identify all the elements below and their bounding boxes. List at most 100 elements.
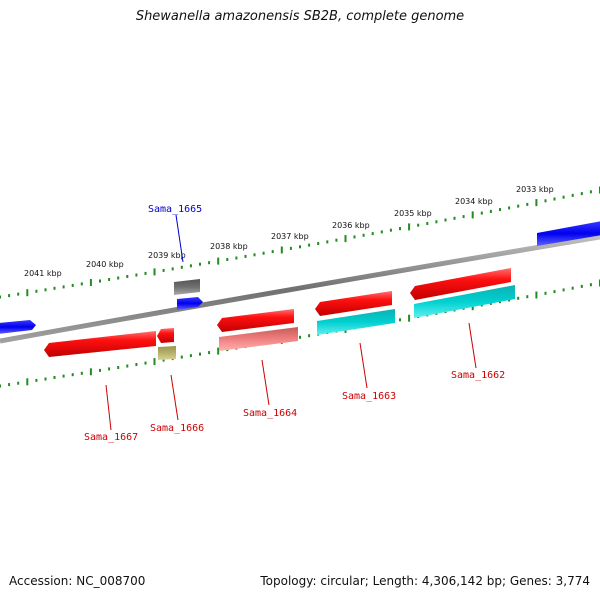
inner-scale-minor-tick: [299, 335, 301, 339]
outer-scale-major-tick: [26, 289, 29, 297]
scale-label: 2033 kbp: [516, 185, 554, 194]
gene-label-sama-1663[interactable]: Sama_1663: [342, 391, 396, 402]
gene-label-lines: [105, 214, 477, 431]
accession-label: Accession: NC_008700: [9, 574, 146, 588]
inner-scale-minor-tick: [189, 354, 192, 358]
outer-scale-minor-tick: [299, 245, 301, 249]
inner-scale-minor-tick: [308, 334, 311, 338]
cds-arrow-sama-1664[interactable]: [217, 309, 294, 332]
outer-scale-minor-tick: [35, 289, 38, 293]
inner-scale-minor-tick: [108, 367, 111, 371]
outer-scale-minor-tick: [453, 216, 456, 220]
gene-label-sama-1665[interactable]: Sama_1665: [148, 204, 202, 215]
scale-label: 2036 kbp: [332, 221, 370, 230]
outer-scale-minor-tick: [189, 264, 192, 268]
outer-scale-minor-tick: [80, 282, 83, 286]
inner-scale-minor-tick: [571, 286, 574, 290]
outer-scale-minor-tick: [426, 222, 429, 225]
outer-scale-minor-tick: [326, 240, 329, 244]
cds-arrow-right-edge[interactable]: [537, 221, 600, 246]
outer-scale-minor-tick: [526, 202, 529, 206]
cds-arrow-sama-1663[interactable]: [315, 291, 392, 316]
outer-scale-minor-tick: [353, 235, 356, 239]
outer-scale-major-tick: [344, 235, 347, 243]
outer-scale-minor-tick: [389, 228, 392, 232]
outer-scale-major-tick: [280, 246, 283, 254]
outer-scale-minor-tick: [489, 209, 492, 213]
scale-label: 2039 kbp: [148, 251, 186, 260]
gene-label-sama-1666[interactable]: Sama_1666: [150, 423, 204, 434]
inner-scale-major-tick: [89, 368, 92, 376]
topology-label: Topology: circular; Length: 4,306,142 bp…: [260, 574, 590, 588]
outer-scale-minor-tick: [226, 258, 229, 261]
gene-label-sama-1667[interactable]: Sama_1667: [84, 432, 138, 443]
cds-arrow-sama-1666[interactable]: [157, 328, 174, 343]
outer-scale-minor-tick: [253, 253, 256, 257]
outer-scale-major-tick: [153, 268, 156, 276]
inner-scale-minor-tick: [589, 283, 592, 287]
cds-arrow-left-edge[interactable]: [0, 320, 36, 334]
cog-box-sama-1663[interactable]: [317, 309, 395, 335]
gene-label-sama-1662[interactable]: Sama_1662: [451, 370, 505, 381]
cds-arrow-sama-1665[interactable]: [177, 297, 203, 310]
inner-scale-minor-tick: [562, 288, 565, 292]
cog-box-sama-1666[interactable]: [158, 346, 176, 360]
gene-label-sama-1664[interactable]: Sama_1664: [243, 408, 297, 419]
scale-ring-outer: [0, 186, 600, 299]
scale-label: 2037 kbp: [271, 232, 309, 241]
inner-scale-minor-tick: [0, 384, 1, 388]
outer-scale-minor-tick: [508, 206, 511, 210]
inner-scale-major-tick: [217, 347, 220, 355]
outer-scale-minor-tick: [199, 262, 201, 266]
outer-scale-minor-tick: [144, 271, 147, 275]
outer-scale-minor-tick: [571, 193, 574, 197]
outer-scale-minor-tick: [362, 233, 365, 237]
outer-scale-minor-tick: [499, 208, 501, 212]
outer-scale-minor-tick: [399, 227, 401, 231]
outer-scale-minor-tick: [380, 230, 383, 234]
outer-scale-minor-tick: [462, 215, 465, 219]
outer-scale-minor-tick: [335, 238, 338, 242]
outer-scale-major-tick: [408, 223, 411, 231]
inner-scale-minor-tick: [526, 295, 529, 299]
inner-scale-major-tick: [153, 358, 156, 366]
inner-scale-minor-tick: [180, 355, 183, 359]
scale-labels: 2041 kbp 2040 kbp 2039 kbp 2038 kbp 2037 kbp…: [24, 185, 554, 278]
inner-scale-minor-tick: [8, 383, 11, 387]
outer-scale-minor-tick: [289, 246, 292, 250]
outer-scale-minor-tick: [589, 190, 592, 194]
outer-scale-minor-tick: [108, 278, 111, 281]
outer-scale-minor-tick: [235, 256, 238, 260]
outer-scale-minor-tick: [317, 242, 320, 245]
reverse-cds[interactable]: [44, 268, 511, 357]
cog-box-sama-1665[interactable]: [174, 279, 200, 295]
scale-label: 2040 kbp: [86, 260, 124, 269]
inner-scale-minor-tick: [44, 377, 47, 381]
genome-backbone: [0, 234, 600, 344]
inner-scale-major-tick: [26, 378, 29, 386]
inner-scale-minor-tick: [117, 366, 120, 369]
cog-box-sama-1662[interactable]: [414, 285, 515, 318]
cds-arrow-sama-1662[interactable]: [410, 268, 511, 300]
cog-box-sama-1664[interactable]: [219, 327, 298, 351]
inner-scale-minor-tick: [135, 363, 138, 366]
outer-scale-minor-tick: [244, 254, 247, 258]
outer-scale-minor-tick: [271, 250, 274, 254]
outer-scale-minor-tick: [371, 232, 374, 236]
outer-scale-minor-tick: [171, 267, 174, 271]
outer-scale-minor-tick: [8, 294, 11, 298]
scale-label: 2034 kbp: [455, 197, 493, 206]
outer-scale-minor-tick: [517, 204, 520, 208]
outer-scale-minor-tick: [308, 243, 311, 247]
outer-scale-major-tick: [89, 279, 92, 286]
outer-scale-minor-tick: [417, 223, 420, 227]
outer-scale-minor-tick: [553, 197, 556, 201]
outer-scale-minor-tick: [162, 268, 165, 272]
forward-cds[interactable]: [0, 221, 600, 334]
outer-scale-minor-tick: [62, 285, 65, 289]
outer-scale-minor-tick: [444, 218, 447, 222]
inner-scale-minor-tick: [553, 290, 556, 294]
outer-scale-major-tick: [471, 211, 474, 219]
cds-arrow-sama-1667[interactable]: [44, 331, 156, 357]
